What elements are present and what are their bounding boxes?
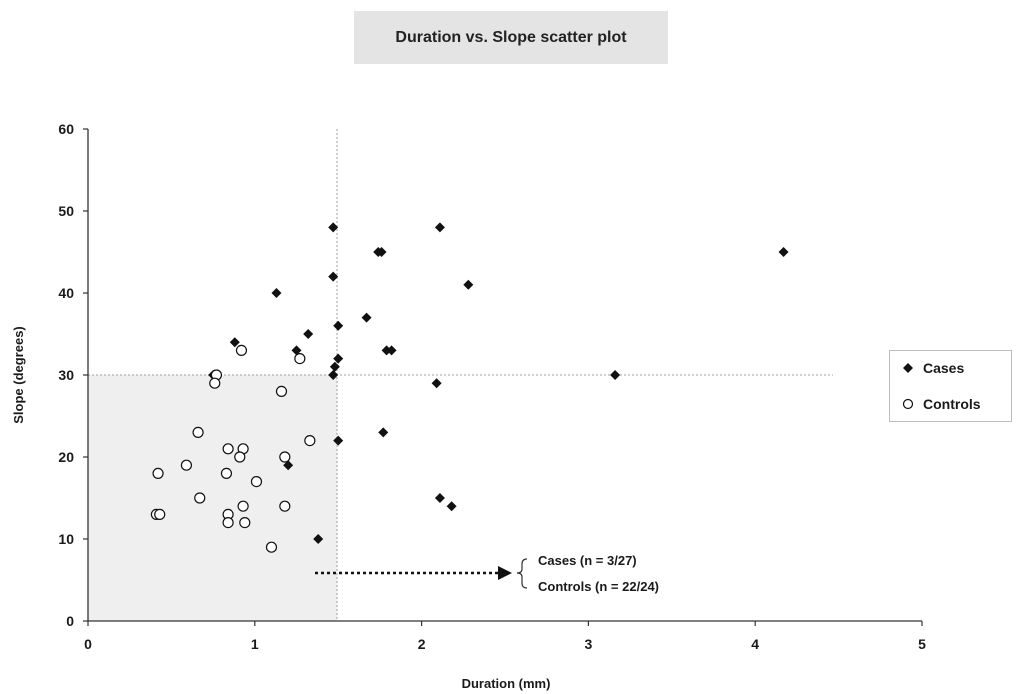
y-tick-label: 50 <box>58 203 74 219</box>
y-tick-label: 10 <box>58 531 74 547</box>
x-axis-title: Duration (mm) <box>462 676 551 691</box>
case-point <box>271 288 282 298</box>
case-point <box>229 337 240 348</box>
case-point <box>329 361 340 372</box>
case-point <box>328 271 339 282</box>
x-tick-label: 2 <box>418 636 426 652</box>
case-point <box>446 501 457 512</box>
annotation-brace <box>516 558 528 589</box>
case-point <box>328 370 339 380</box>
case-point <box>463 279 474 290</box>
case-point <box>291 345 302 356</box>
case-point <box>434 222 445 233</box>
case-point <box>361 312 372 323</box>
diamond-marker-icon <box>903 363 913 373</box>
x-tick-label: 0 <box>84 636 92 652</box>
control-point <box>192 426 204 438</box>
control-point <box>222 516 234 529</box>
case-point <box>303 329 314 339</box>
control-point <box>265 541 278 553</box>
circle-marker-icon <box>902 398 914 410</box>
y-tick-label: 0 <box>66 613 74 629</box>
control-point <box>294 353 306 365</box>
case-point <box>378 427 389 438</box>
case-point <box>381 345 392 356</box>
control-point <box>237 500 249 512</box>
control-point <box>220 467 233 479</box>
chart-title: Duration vs. Slope scatter plot <box>354 11 668 64</box>
control-point <box>234 451 246 463</box>
control-point <box>180 459 193 471</box>
data-points <box>150 222 789 553</box>
control-point <box>222 443 234 455</box>
axes <box>83 128 923 626</box>
control-point <box>209 377 221 389</box>
case-point <box>313 534 324 544</box>
case-point <box>283 460 294 471</box>
control-point <box>250 476 263 488</box>
control-point <box>304 435 316 447</box>
control-point <box>154 508 166 521</box>
case-point <box>328 222 339 233</box>
case-point <box>431 378 442 389</box>
legend-label-controls: Controls <box>923 396 981 412</box>
control-point <box>152 467 164 479</box>
x-tick-label: 5 <box>918 636 926 652</box>
case-point <box>333 353 344 364</box>
control-point <box>239 516 251 529</box>
case-point <box>434 493 445 503</box>
annotation-cases-label: Cases (n = 3/27) <box>538 553 637 568</box>
y-tick-label: 20 <box>58 449 74 465</box>
y-axis-title: Slope (degrees) <box>11 326 26 424</box>
control-point <box>235 344 248 356</box>
annotation-controls-label: Controls (n = 22/24) <box>538 579 659 594</box>
case-point <box>333 435 344 446</box>
x-tick-label: 1 <box>251 636 259 652</box>
case-point <box>778 247 789 257</box>
legend-item-controls: Controls <box>902 396 981 412</box>
control-point <box>279 451 291 463</box>
case-point <box>386 345 397 356</box>
highlight-region <box>88 375 337 621</box>
case-point <box>333 320 344 331</box>
x-tick-label: 3 <box>585 636 593 652</box>
control-point <box>279 500 291 512</box>
control-point <box>275 385 288 397</box>
legend: Cases Controls <box>889 350 1012 422</box>
x-tick-label: 4 <box>751 636 759 652</box>
y-tick-label: 40 <box>58 285 74 301</box>
case-point <box>376 247 387 257</box>
y-tick-label: 30 <box>58 367 74 383</box>
tick-labels: 0 10 20 30 40 50 60 0 1 2 3 4 5 <box>58 121 926 652</box>
case-point <box>610 370 621 380</box>
legend-label-cases: Cases <box>923 360 965 376</box>
annotation: Cases (n = 3/27) Controls (n = 22/24) <box>315 553 659 594</box>
control-point <box>194 492 206 504</box>
y-tick-label: 60 <box>58 121 74 137</box>
legend-item-cases: Cases <box>902 360 964 376</box>
annotation-arrow-head <box>498 566 512 580</box>
